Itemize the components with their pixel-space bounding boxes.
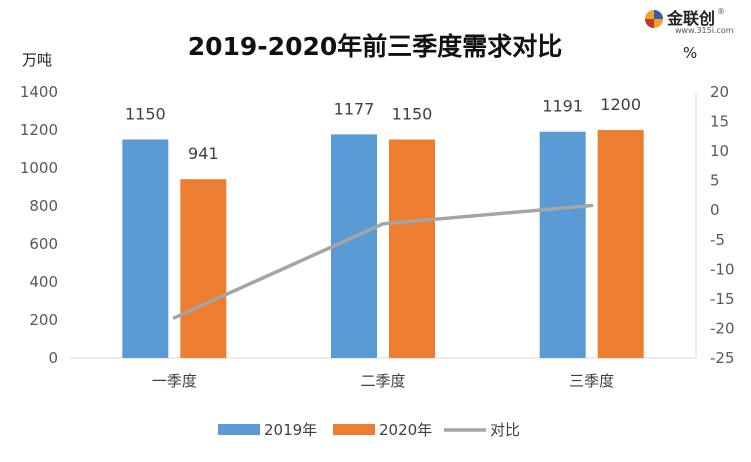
- bar-2019年-三季度: [539, 131, 586, 358]
- right-tick-label: -20: [710, 319, 735, 337]
- bar-2020年-二季度: [389, 139, 435, 358]
- chart-title: 2019-2020年前三季度需求对比: [188, 32, 563, 61]
- category-labels: 一季度 二季度 三季度: [152, 372, 614, 390]
- y-axis-unit-label: 万吨: [22, 51, 52, 69]
- bar-data-label: 1150: [392, 105, 433, 124]
- right-tick-label: 20: [710, 83, 729, 101]
- legend-label: 2020年: [379, 421, 432, 439]
- bar-2020年-一季度: [180, 179, 227, 358]
- logo-name: 金联创: [666, 9, 715, 28]
- category-label: 二季度: [360, 372, 405, 390]
- bar-data-label: 1191: [542, 97, 583, 116]
- logo-mark-icon: [645, 10, 663, 28]
- legend-label: 2019年: [264, 421, 317, 439]
- right-tick-label: -15: [710, 290, 735, 308]
- right-tick-label: 10: [710, 142, 729, 160]
- right-tick-label: 15: [710, 113, 729, 131]
- left-tick-label: 400: [29, 273, 58, 291]
- bar-data-label: 1200: [600, 95, 641, 114]
- axes: [70, 92, 697, 359]
- bar-2019年-一季度: [122, 139, 169, 358]
- left-tick-label: 1200: [20, 121, 58, 139]
- line-series-对比: [172, 203, 594, 320]
- logo-registered-mark: ®: [717, 7, 725, 16]
- bar-data-label: 1150: [125, 105, 166, 124]
- left-tick-label: 1000: [20, 159, 58, 177]
- bar-2019年-二季度: [331, 134, 377, 358]
- brand-logo: 金联创 www.315i.com ®: [645, 7, 734, 35]
- bar-data-label: 941: [188, 144, 219, 163]
- right-axis-ticks: 20 15 10 5 0 -5 -10 -15 -20 -25: [710, 83, 735, 367]
- left-tick-label: 800: [29, 197, 58, 215]
- bar-2020年-三季度: [597, 130, 644, 358]
- category-label: 一季度: [152, 372, 197, 390]
- legend-swatch-2020年: [333, 424, 375, 435]
- bar-marks: [122, 130, 644, 358]
- right-tick-label: 5: [710, 172, 720, 190]
- left-tick-label: 200: [29, 311, 58, 329]
- bar-data-label: 1177: [334, 99, 375, 118]
- right-tick-label: 0: [710, 201, 720, 219]
- category-label: 三季度: [569, 372, 614, 390]
- right-tick-label: -10: [710, 260, 735, 278]
- legend-swatch-2019年: [218, 424, 260, 435]
- legend-label: 对比: [490, 421, 520, 439]
- right-tick-label: -5: [710, 231, 725, 249]
- left-tick-label: 1400: [20, 83, 58, 101]
- comparison-line: [172, 203, 594, 320]
- y2-axis-unit-label: %: [683, 44, 697, 62]
- legend: 2019年 2020年 对比: [218, 421, 520, 439]
- right-tick-label: -25: [710, 349, 735, 367]
- left-tick-label: 0: [48, 349, 58, 367]
- left-tick-label: 600: [29, 235, 58, 253]
- bar-data-labels: 1150 1177 1191 941 1150 1200: [125, 95, 641, 163]
- logo-url: www.315i.com: [675, 26, 734, 35]
- left-axis-ticks: 0 200 400 600 800 1000 1200 1400: [20, 83, 58, 367]
